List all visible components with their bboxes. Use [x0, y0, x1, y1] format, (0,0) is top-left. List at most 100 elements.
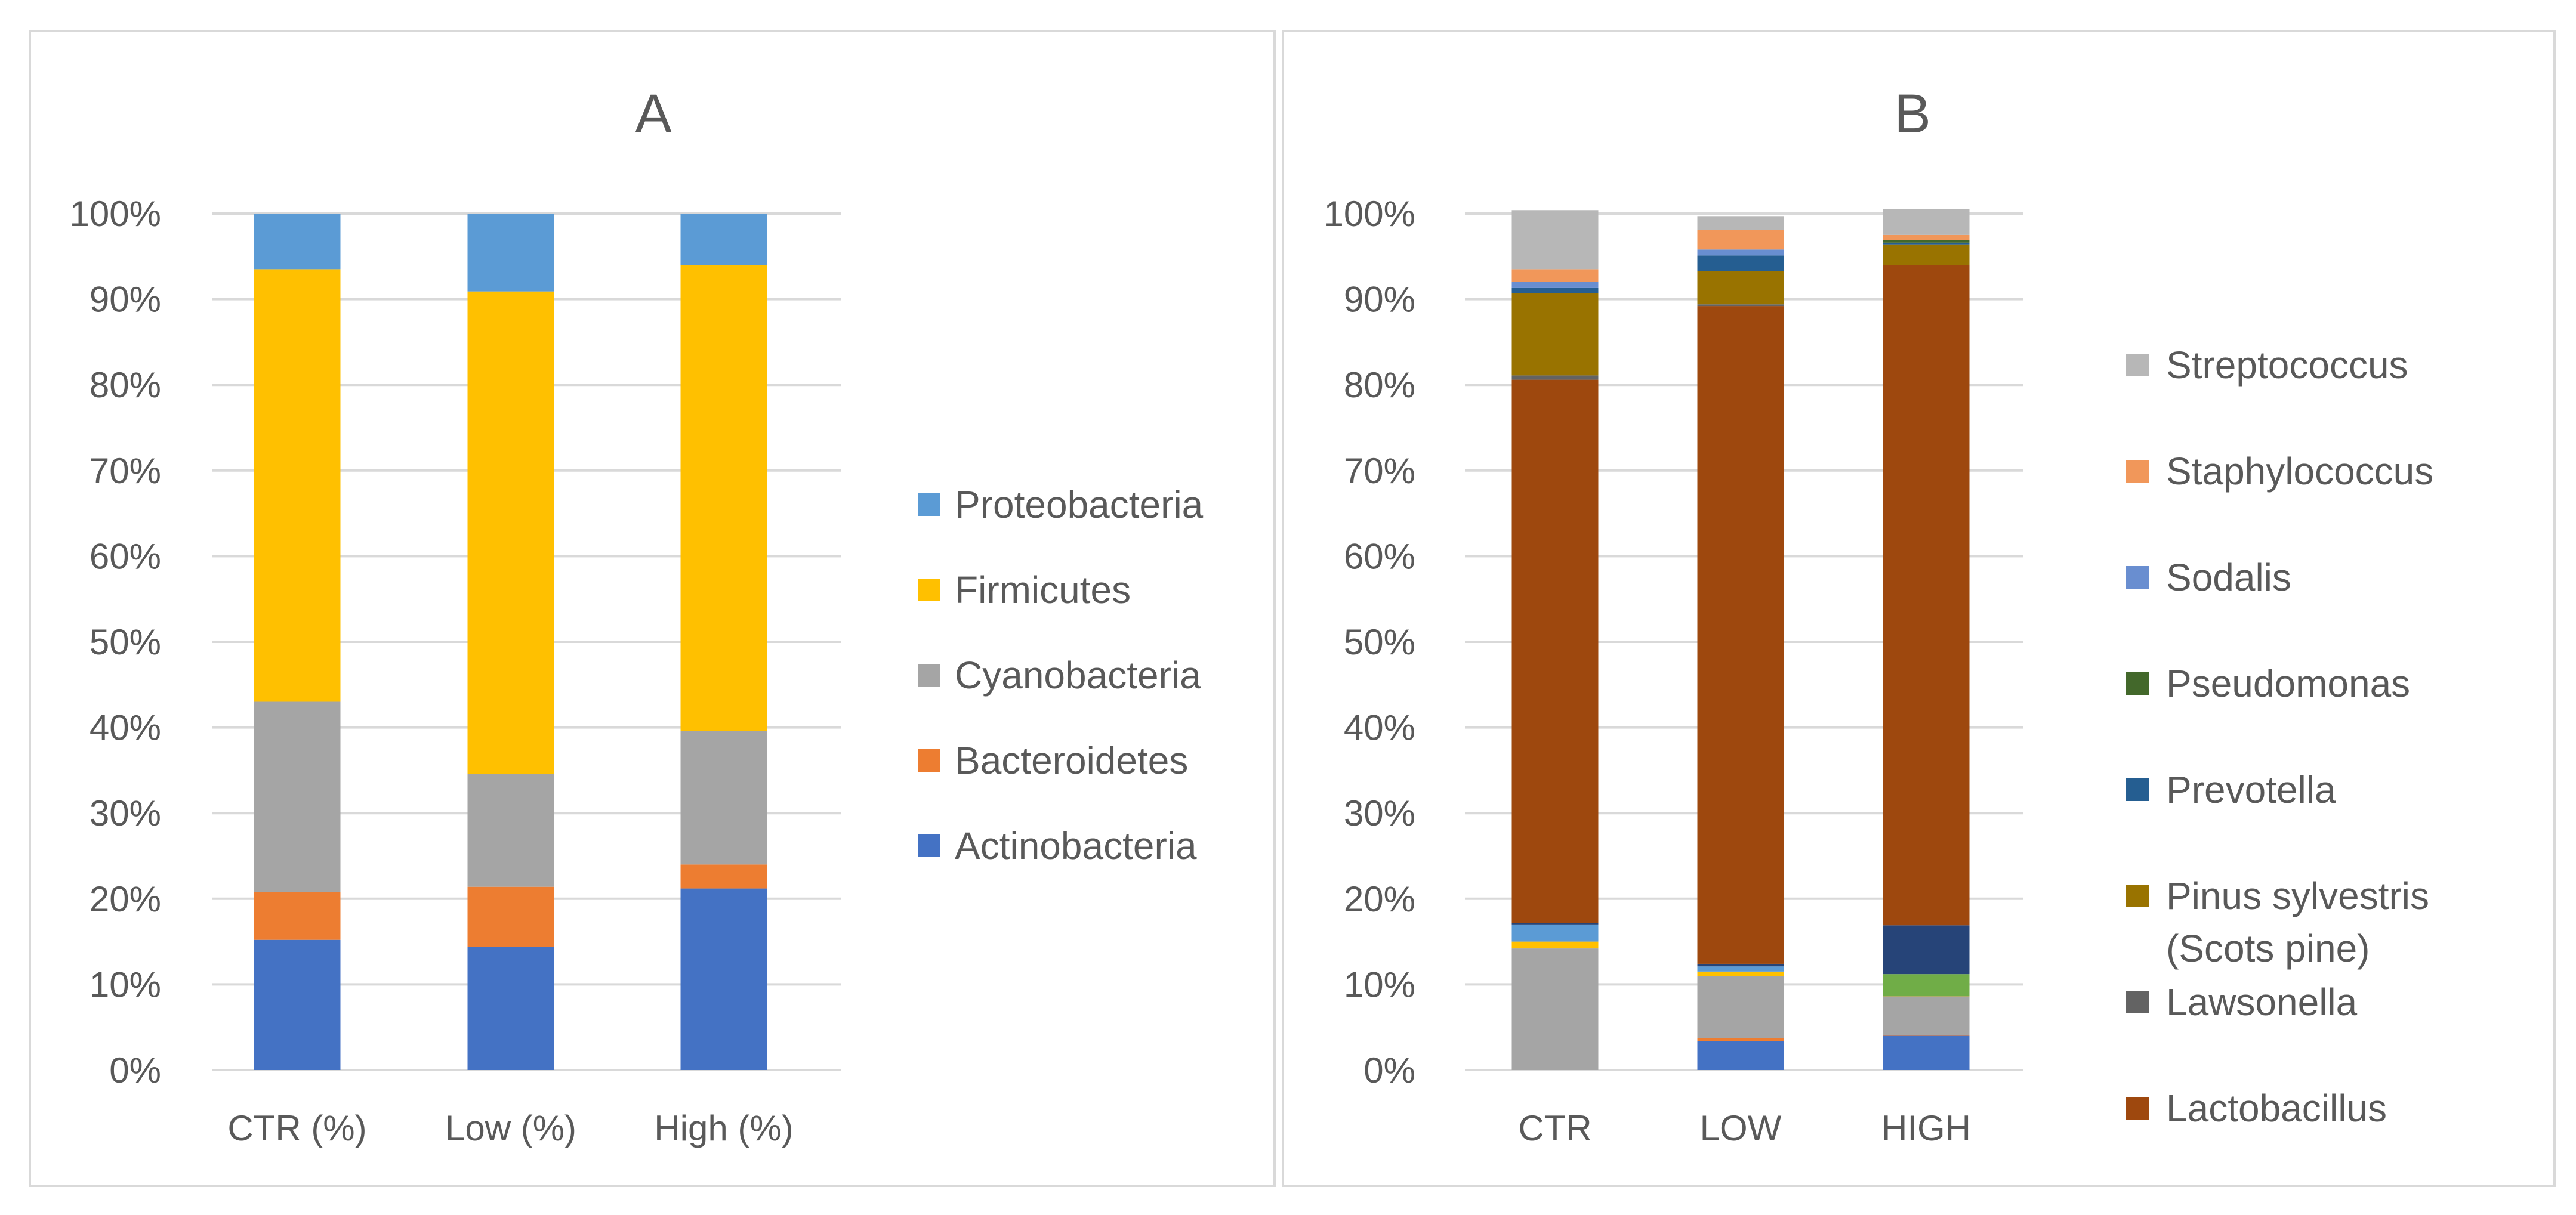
legend-label-a: Proteobacteria — [955, 483, 1204, 526]
bar-segment-b — [1511, 924, 1599, 942]
bar-segment-a — [467, 774, 554, 887]
bar-segment-b — [1511, 941, 1599, 949]
bar-segment-a — [680, 888, 767, 1070]
bar-segment-a — [680, 214, 767, 265]
bar-segment-a — [254, 701, 341, 892]
y-tick-label-a: 90% — [90, 280, 161, 320]
y-tick-label-a: 0% — [109, 1050, 161, 1090]
bar-segment-a — [680, 265, 767, 731]
bar-segment-b — [1883, 209, 1970, 235]
bar-segment-b — [1697, 1038, 1784, 1041]
y-tick-label-a: 50% — [90, 622, 161, 662]
bar-segment-b — [1511, 375, 1599, 380]
bar-segment-b — [1883, 265, 1970, 926]
x-category-label-b: LOW — [1700, 1108, 1782, 1148]
legend-label-a: Cyanobacteria — [955, 654, 1201, 697]
legend-label-b: Pseudomonas — [2166, 662, 2410, 705]
y-tick-label-b: 20% — [1344, 879, 1415, 919]
legend-swatch-b — [2126, 460, 2149, 483]
x-category-label-a: CTR (%) — [227, 1108, 366, 1148]
bar-segment-b — [1511, 293, 1599, 376]
y-tick-label-b: 40% — [1344, 708, 1415, 748]
legend-label-b: Pinus sylvestris — [2166, 874, 2429, 917]
x-category-label-a: High (%) — [654, 1108, 793, 1148]
y-tick-label-b: 100% — [1324, 194, 1415, 234]
bar-segment-b — [1883, 240, 1970, 243]
bar-segment-b — [1883, 1035, 1970, 1070]
legend-label-b: Lactobacillus — [2166, 1087, 2387, 1130]
bar-segment-a — [467, 291, 554, 774]
legend-swatch-a — [918, 749, 940, 772]
bar-segment-b — [1883, 234, 1970, 240]
legend-label-b: Sodalis — [2166, 556, 2291, 599]
legend-swatch-a — [918, 579, 940, 601]
bar-segment-b — [1697, 230, 1784, 250]
legend-label-a: Actinobacteria — [955, 824, 1197, 867]
bar-segment-b — [1883, 242, 1970, 245]
y-tick-label-b: 60% — [1344, 536, 1415, 576]
y-tick-label-b: 70% — [1344, 451, 1415, 491]
bar-segment-b — [1697, 306, 1784, 964]
legend-label-b: Staphylococcus — [2166, 450, 2433, 493]
bar-segment-a — [467, 214, 554, 292]
legend-label-b: (Scots pine) — [2166, 927, 2370, 970]
legend-swatch-a — [918, 834, 940, 857]
legend-label-b: Streptococcus — [2166, 344, 2408, 387]
y-tick-label-b: 80% — [1344, 365, 1415, 405]
y-tick-label-a: 10% — [90, 964, 161, 1004]
y-tick-label-a: 100% — [70, 194, 161, 234]
legend-label-b: Prevotella — [2166, 768, 2336, 811]
bar-segment-a — [680, 864, 767, 889]
y-tick-label-b: 10% — [1344, 964, 1415, 1004]
bar-segment-a — [254, 269, 341, 702]
y-tick-label-a: 60% — [90, 536, 161, 576]
bar-segment-b — [1697, 216, 1784, 230]
y-tick-label-a: 40% — [90, 708, 161, 748]
chart-panel-a — [29, 30, 1276, 1187]
y-tick-label-a: 70% — [90, 451, 161, 491]
legend-swatch-b — [2126, 354, 2149, 376]
bar-segment-b — [1511, 210, 1599, 270]
bar-segment-a — [680, 731, 767, 865]
legend-swatch-b — [2126, 566, 2149, 589]
bar-segment-b — [1883, 974, 1970, 996]
legend-swatch-b — [2126, 991, 2149, 1013]
bar-segment-b — [1883, 925, 1970, 975]
legend-swatch-a — [918, 664, 940, 687]
chart-title-b: B — [1894, 84, 1930, 144]
legend-swatch-b — [2126, 672, 2149, 695]
x-category-label-b: HIGH — [1881, 1108, 1971, 1148]
bar-segment-a — [254, 214, 341, 270]
y-tick-label-a: 80% — [90, 365, 161, 405]
bar-segment-b — [1511, 379, 1599, 923]
y-tick-label-a: 30% — [90, 793, 161, 833]
bar-segment-a — [467, 886, 554, 947]
legend-swatch-b — [2126, 885, 2149, 907]
legend-label-b: Lawsonella — [2166, 981, 2358, 1024]
bar-segment-b — [1697, 249, 1784, 256]
legend-label-a: Bacteroidetes — [955, 739, 1188, 782]
bar-segment-b — [1697, 304, 1784, 307]
chart-title-a: A — [635, 84, 672, 144]
bar-segment-b — [1697, 976, 1784, 1038]
legend-swatch-b — [2126, 778, 2149, 801]
bar-segment-b — [1511, 282, 1599, 288]
bar-segment-b — [1697, 271, 1784, 305]
bar-segment-a — [254, 892, 341, 940]
bar-segment-b — [1697, 255, 1784, 271]
legend-swatch-b — [2126, 1097, 2149, 1120]
x-category-label-a: Low (%) — [445, 1108, 576, 1148]
bar-segment-b — [1511, 269, 1599, 282]
bar-segment-b — [1697, 963, 1784, 967]
bar-segment-a — [467, 947, 554, 1070]
legend-label-a: Firmicutes — [955, 568, 1131, 611]
bar-segment-a — [254, 939, 341, 1070]
x-category-label-b: CTR — [1518, 1108, 1591, 1148]
bar-segment-b — [1511, 948, 1599, 1070]
y-tick-label-b: 30% — [1344, 793, 1415, 833]
bar-segment-b — [1697, 971, 1784, 976]
y-tick-label-b: 50% — [1344, 622, 1415, 662]
y-tick-label-a: 20% — [90, 879, 161, 919]
bar-segment-b — [1697, 1041, 1784, 1070]
